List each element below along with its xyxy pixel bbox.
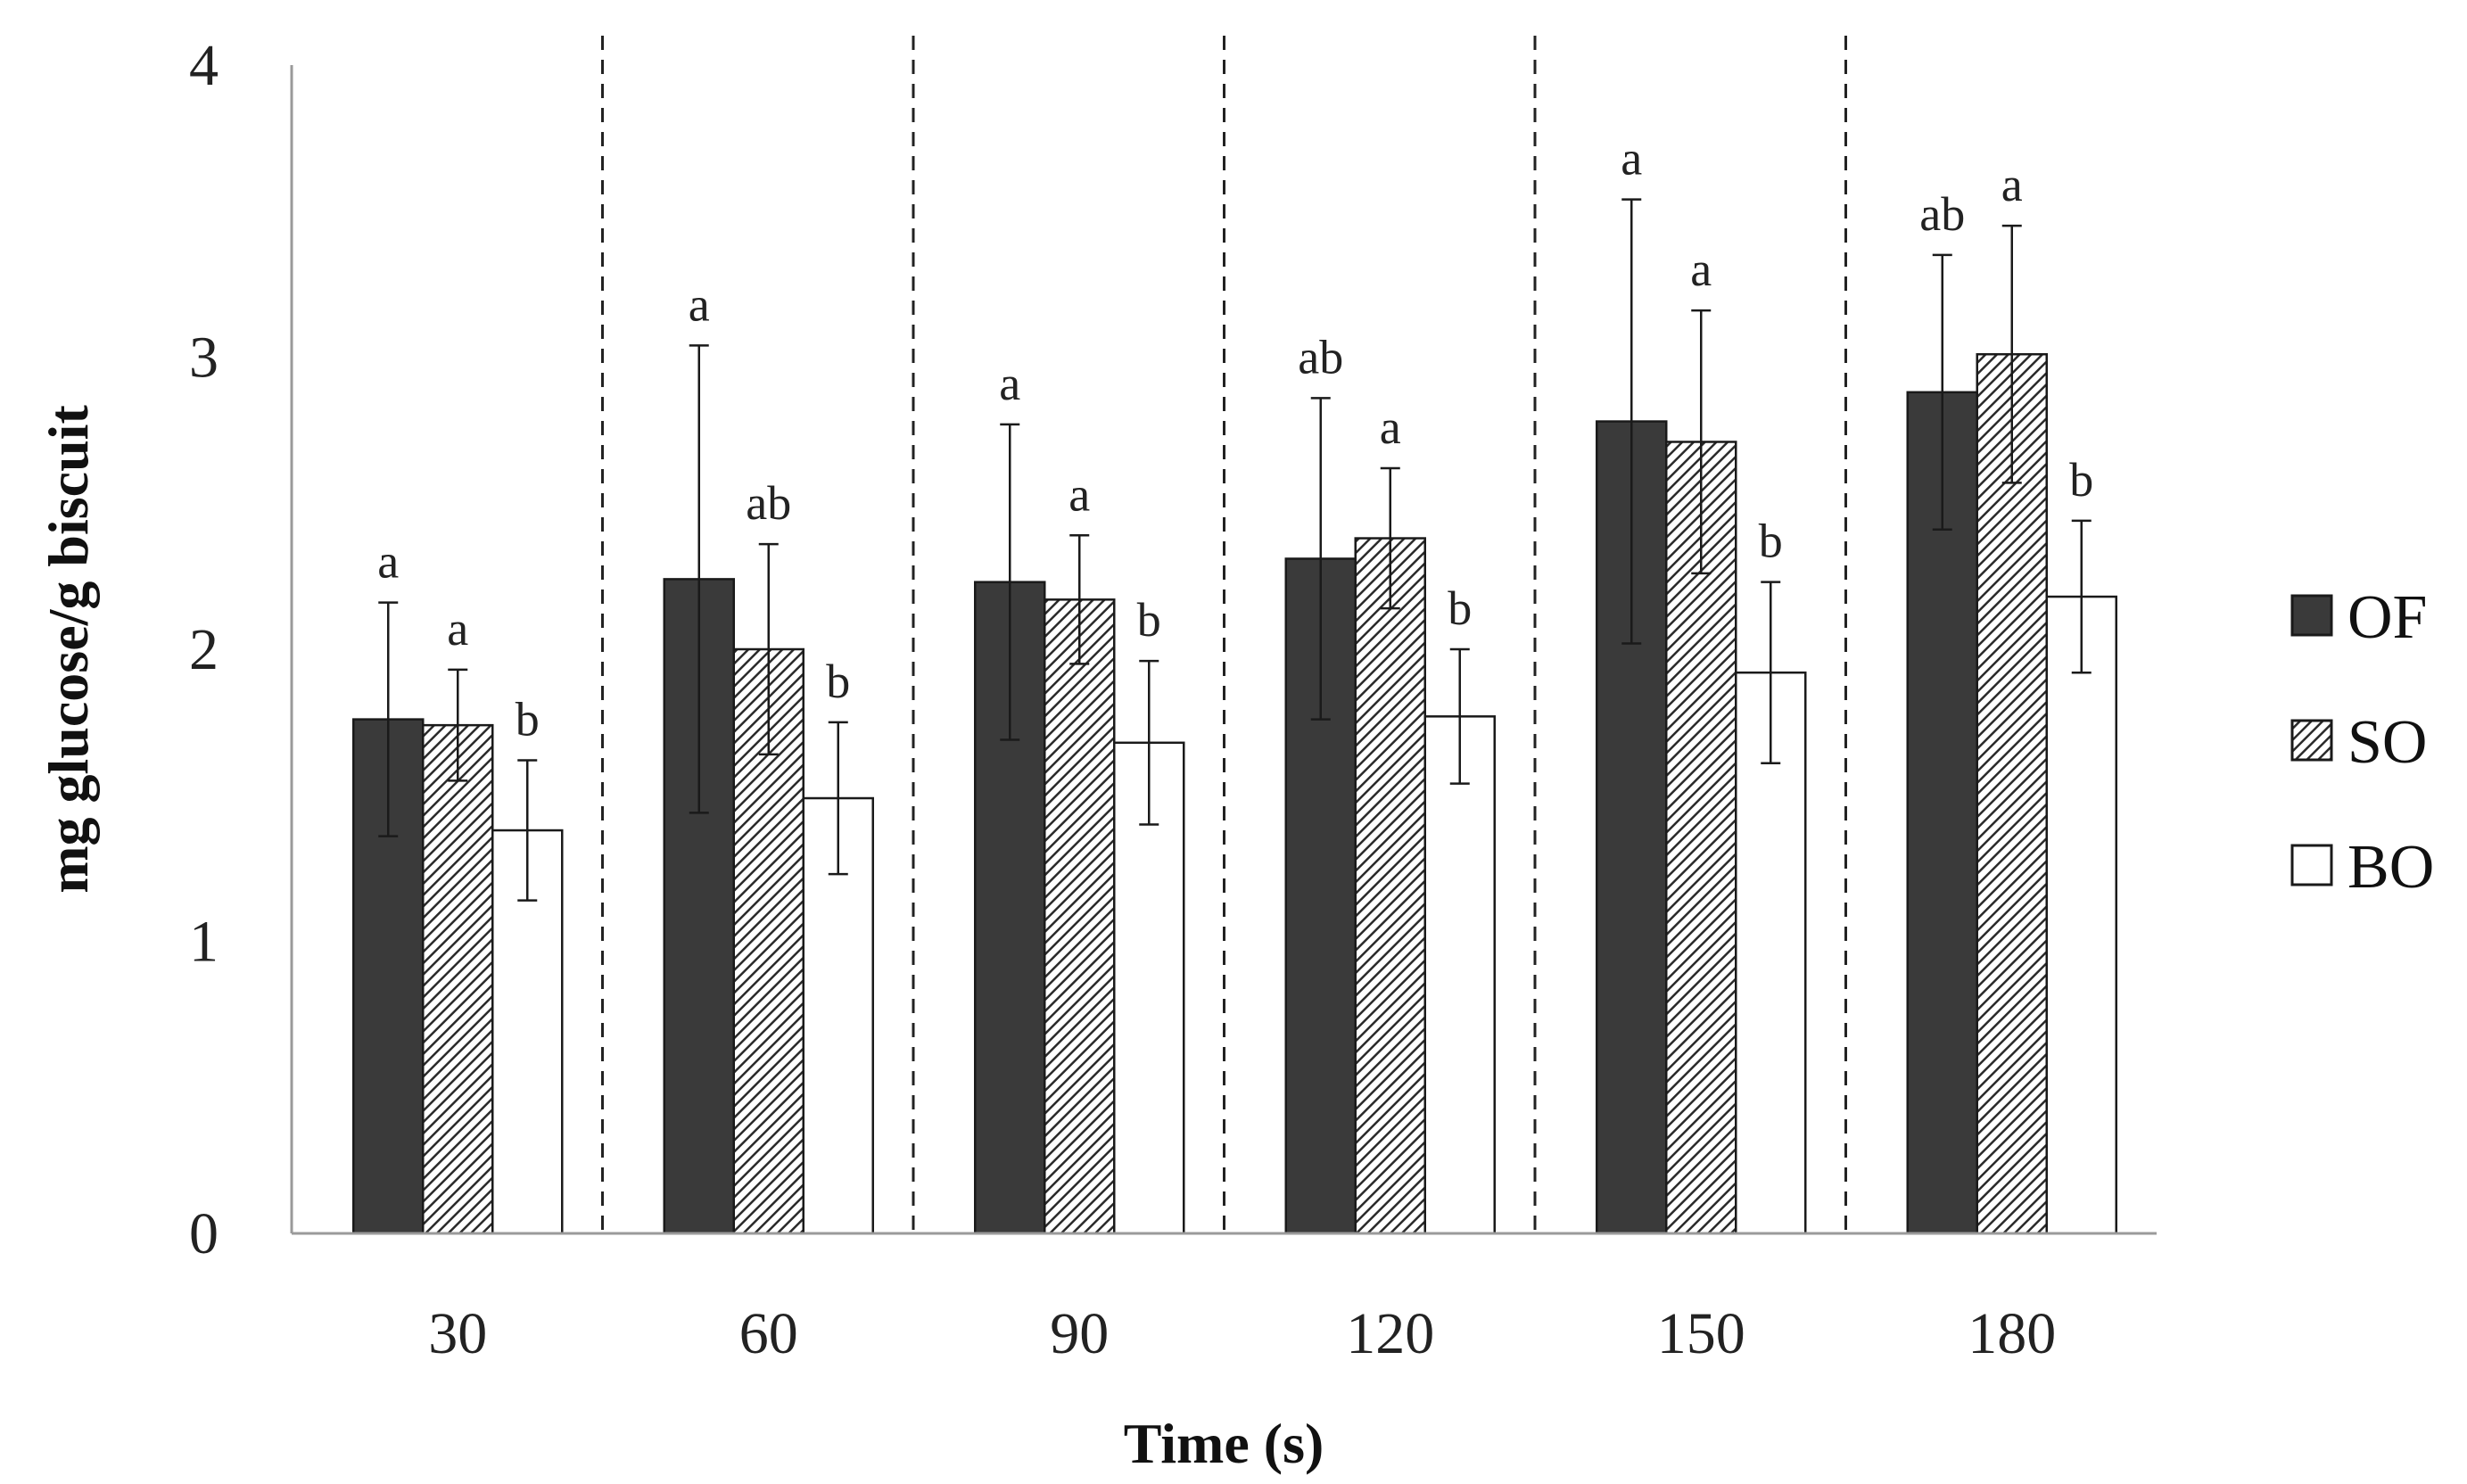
y-tick-label: 0 <box>189 1201 219 1266</box>
x-tick-label: 120 <box>1346 1301 1434 1366</box>
error-bar-so <box>1691 309 1712 575</box>
axes <box>290 65 2157 1235</box>
significance-label: a <box>377 535 399 589</box>
legend-label: OF <box>2347 583 2427 652</box>
bar-bo <box>2045 595 2117 1235</box>
y-tick-label: 4 <box>189 33 219 98</box>
significance-label: a <box>447 602 468 655</box>
x-tick-label: 180 <box>1968 1301 2056 1366</box>
x-tick-label: 60 <box>739 1301 798 1366</box>
error-bar-so <box>448 668 468 782</box>
x-tick-labels: 30 60 90 120 150 180 <box>428 1301 2056 1366</box>
y-tick-label: 1 <box>189 910 219 975</box>
significance-label: a <box>1380 400 1401 454</box>
bar-so <box>422 723 494 1235</box>
significance-label: a <box>689 277 710 331</box>
error-bar-bo <box>828 721 848 876</box>
significance-label: b <box>516 692 540 746</box>
x-tick-label: 30 <box>428 1301 487 1366</box>
significance-label: a <box>1690 243 1712 296</box>
significance-label: a <box>999 357 1020 410</box>
legend-label: SO <box>2347 708 2427 777</box>
x-tick-label: 150 <box>1657 1301 1745 1366</box>
group-separators <box>601 36 1847 1233</box>
significance-label: ab <box>746 476 791 530</box>
significance-label: a <box>1621 132 1642 186</box>
bar-bo <box>1423 715 1496 1235</box>
error-bar-bo <box>517 759 538 902</box>
error-bar-of <box>1932 253 1952 531</box>
error-bars <box>378 198 2092 902</box>
bar-so <box>1976 352 2048 1235</box>
error-bar-bo <box>2071 519 2092 674</box>
y-tick-label: 3 <box>189 326 219 391</box>
error-bar-of <box>689 344 709 814</box>
error-bar-of <box>378 601 399 837</box>
legend: OF SO BO <box>2290 583 2434 902</box>
error-bar-bo <box>1139 659 1159 826</box>
x-tick-label: 90 <box>1050 1301 1109 1366</box>
error-bar-of <box>1000 423 1020 741</box>
legend-label: BO <box>2347 833 2434 902</box>
significance-label: ab <box>1298 330 1343 383</box>
y-tick-labels: 0 1 2 3 4 <box>189 33 219 1266</box>
legend-item-bo: BO <box>2290 833 2434 902</box>
x-axis-title: Time (s) <box>1124 1412 1324 1475</box>
error-bar-so <box>1069 534 1090 665</box>
y-axis-title: mg glucose/g biscuit <box>37 405 100 894</box>
legend-swatch <box>2290 844 2333 886</box>
error-bar-bo <box>1761 581 1781 764</box>
error-bar-so <box>758 542 779 756</box>
significance-label: a <box>1068 467 1090 521</box>
legend-item-so: SO <box>2290 708 2427 777</box>
legend-swatch <box>2290 719 2333 762</box>
significance-label: b <box>2069 453 2093 507</box>
significance-label: b <box>1137 593 1161 647</box>
significance-label: ab <box>1919 187 1965 241</box>
bar-so <box>1354 537 1426 1235</box>
error-bar-of <box>1310 397 1331 721</box>
error-bar-so <box>2001 224 2022 484</box>
bars <box>352 352 2117 1235</box>
error-bar-so <box>1380 466 1400 610</box>
significance-label: a <box>2001 158 2023 211</box>
significance-label: b <box>826 655 850 708</box>
bar-bo <box>1735 671 1807 1235</box>
y-tick-label: 2 <box>189 617 219 682</box>
legend-swatch <box>2290 594 2333 637</box>
error-bar-bo <box>1449 647 1470 785</box>
significance-label: b <box>1448 581 1472 635</box>
legend-item-of: OF <box>2290 583 2427 652</box>
error-bar-of <box>1621 198 1642 645</box>
significance-label: b <box>1759 515 1783 568</box>
bar-so <box>1044 598 1116 1235</box>
